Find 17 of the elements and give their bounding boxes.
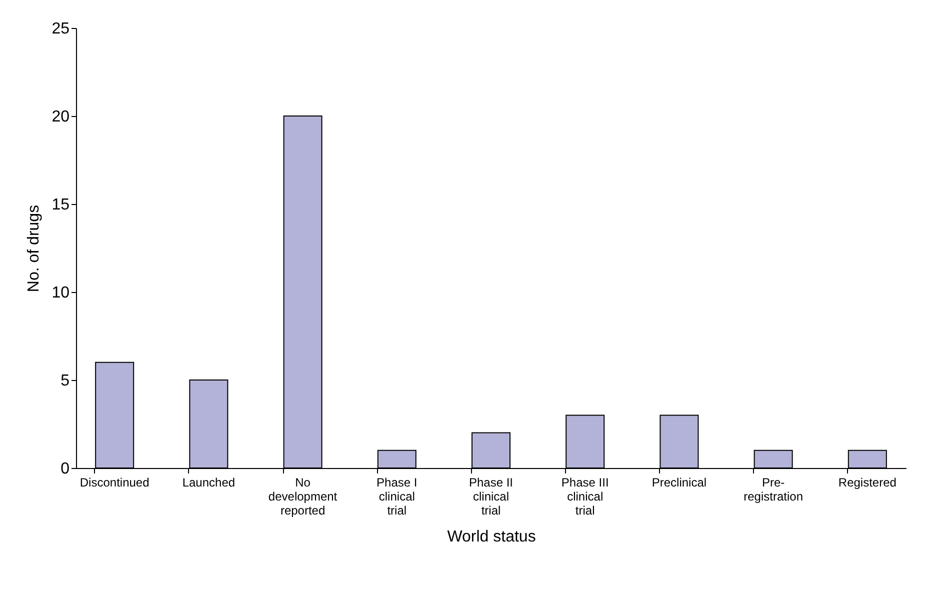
x-tick-label: Phase III clinical trial bbox=[561, 476, 609, 518]
x-tick-label: No development reported bbox=[268, 476, 338, 518]
x-tick-label: Launched bbox=[182, 476, 236, 490]
y-tick-label: 0 bbox=[60, 460, 70, 478]
y-tick-label: 25 bbox=[52, 20, 70, 38]
y-tick-label: 20 bbox=[52, 108, 70, 126]
x-tick-label: Discontinued bbox=[80, 476, 150, 490]
x-tick-label: Preclinical bbox=[652, 476, 707, 490]
x-tick-label: Pre-registration bbox=[744, 476, 803, 504]
x-tick-label: Phase II clinical trial bbox=[468, 476, 514, 518]
x-tick-label: Registered bbox=[838, 476, 896, 490]
y-tick-label: 5 bbox=[60, 372, 70, 390]
y-tick-label: 15 bbox=[52, 196, 70, 214]
y-axis-title: No. of drugs bbox=[26, 204, 43, 292]
x-axis-title: World status bbox=[447, 528, 536, 546]
x-tick-label: Phase I clinical trial bbox=[376, 476, 418, 518]
y-tick-label: 10 bbox=[52, 284, 70, 302]
